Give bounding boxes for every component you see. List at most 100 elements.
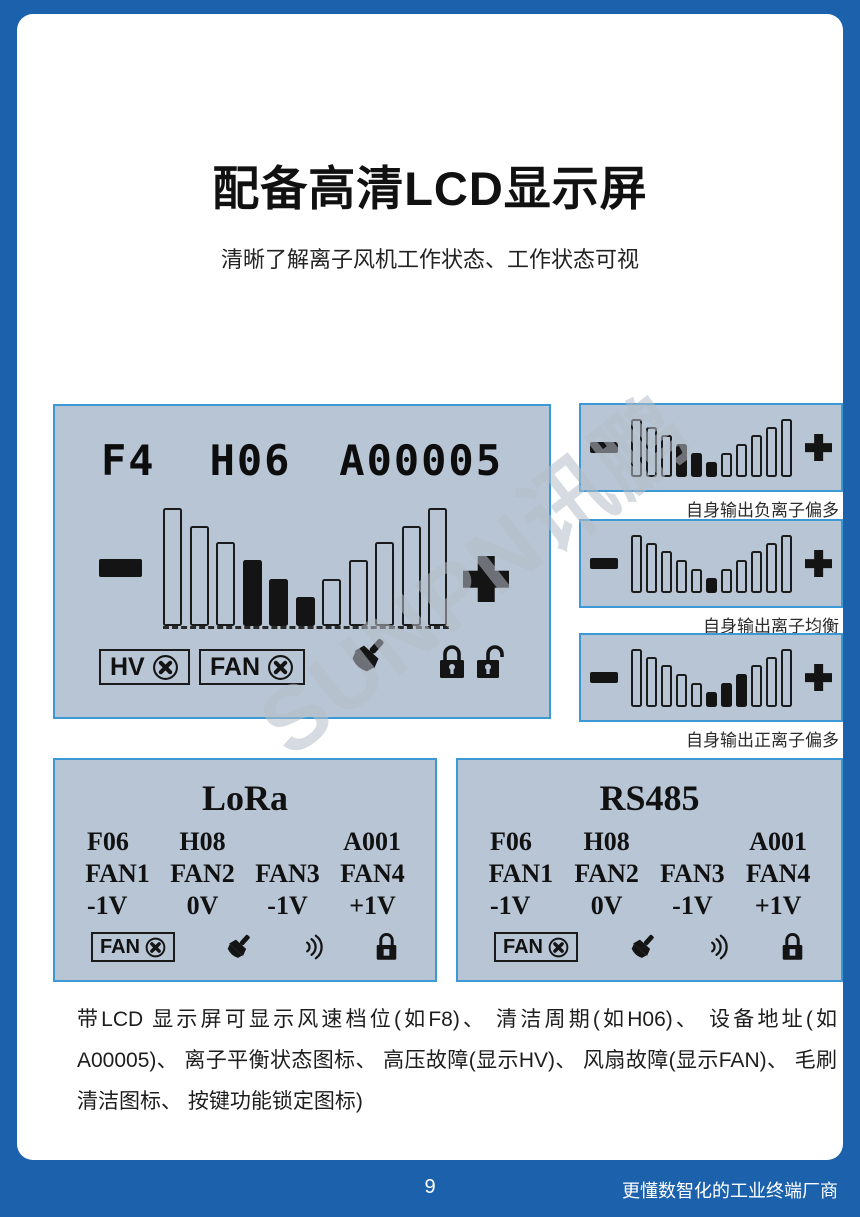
- comm-fans-row: FAN1 FAN2 FAN3 FAN4: [55, 858, 435, 890]
- address-code: A001: [343, 827, 401, 856]
- comm-status-icons: FAN: [55, 930, 435, 964]
- fan-cell: FAN4: [745, 859, 811, 888]
- lcd-bar: [736, 674, 747, 707]
- clean-cycle-value: H06: [209, 436, 292, 485]
- spacer-cell: [245, 826, 330, 858]
- lcd-bar: [348, 559, 368, 626]
- fan-label: FAN: [503, 935, 543, 958]
- lcd-bar: [706, 578, 717, 593]
- main-lcd-screen: F4 H06 A00005 HV FAN: [53, 404, 551, 719]
- clean-cycle-code: H08: [583, 827, 630, 856]
- hv-label: HV: [110, 652, 145, 681]
- volt-cell: -1V: [87, 891, 128, 920]
- ion-balance-bargraph: [631, 534, 792, 593]
- lcd-segment-row: F4 H06 A00005: [55, 440, 549, 482]
- lcd-mini-screen: [579, 633, 843, 722]
- fan-speed-code: F06: [490, 827, 532, 856]
- minus-icon: [590, 672, 618, 683]
- fan-speed-code: F06: [87, 827, 129, 856]
- minus-icon: [590, 442, 618, 453]
- plus-icon: [805, 550, 832, 577]
- volt-cell: +1V: [754, 891, 802, 920]
- brush-icon: [343, 632, 391, 680]
- fan-fault-indicator: FAN: [91, 932, 175, 962]
- signal-icon: [305, 934, 323, 960]
- volt-cell: -1V: [490, 891, 531, 920]
- feature-description: 带LCD 显示屏可显示风速档位(如F8)、 清洁周期(如H06)、 设备地址(如…: [77, 1008, 837, 1113]
- rs485-lcd-panel: RS485 F06 H08 A001 FAN1 FAN2 FAN3 FAN4 -…: [456, 758, 843, 982]
- plus-icon: [805, 664, 832, 691]
- lcd-bar: [676, 560, 687, 593]
- lcd-bar: [721, 683, 732, 707]
- fan-fault-indicator: FAN: [199, 649, 305, 685]
- lock-closed-icon: [440, 645, 464, 678]
- lock-closed-icon: [782, 932, 803, 960]
- comm-mode-title: RS485: [599, 778, 700, 818]
- lcd-bar: [691, 569, 702, 593]
- fan-fault-indicator: FAN: [494, 932, 578, 962]
- status-panel-positive: 自身输出正离子偏多: [579, 633, 843, 751]
- page-number: 9: [424, 1176, 436, 1198]
- key-lock-indicators: [437, 644, 510, 682]
- ion-balance-bargraph: [631, 418, 792, 477]
- status-panel-negative: 自身输出负离子偏多: [579, 403, 843, 521]
- fan-label: FAN: [210, 652, 260, 681]
- page-subtitle: 清晰了解离子风机工作状态、工作状态可视: [220, 247, 639, 272]
- volt-cell: 0V: [590, 891, 623, 920]
- lcd-bar: [661, 435, 672, 477]
- lcd-mini-screen: [579, 519, 843, 608]
- lcd-bar: [736, 444, 747, 477]
- volt-cell: +1V: [349, 891, 396, 920]
- fan-cell: FAN2: [574, 859, 639, 888]
- lcd-bar: [781, 418, 792, 477]
- comm-mode-title: LoRa: [201, 778, 288, 818]
- lcd-bar: [269, 578, 288, 626]
- lora-lcd-panel: LoRa F06 H08 A001 FAN1 FAN2 FAN3 FAN4 -1…: [53, 758, 437, 982]
- plus-icon: [805, 434, 832, 461]
- brush-icon: [632, 934, 655, 958]
- lcd-bar: [646, 657, 657, 707]
- lcd-bar: [242, 559, 262, 626]
- lcd-bar: [631, 648, 642, 707]
- circle-x-icon: [145, 937, 166, 957]
- lcd-bar: [781, 648, 792, 707]
- address-code: A001: [749, 827, 807, 856]
- lcd-bar: [646, 427, 657, 477]
- ion-balance-bargraph: [631, 648, 792, 707]
- fan-speed-value: F4: [101, 436, 156, 485]
- device-address-value: A00005: [339, 436, 503, 485]
- brush-icon: [228, 934, 251, 958]
- page-card: 配备高清LCD显示屏 清晰了解离子风机工作状态、工作状态可视 F4 H06 A0…: [17, 14, 843, 1160]
- lock-open-icon: [477, 645, 504, 678]
- lcd-bar: [676, 674, 687, 707]
- lcd-bar: [736, 560, 747, 593]
- fan-cell: FAN3: [660, 859, 725, 888]
- clean-cycle-code: H08: [179, 827, 226, 856]
- lcd-bar: [163, 508, 182, 626]
- status-caption: 自身输出负离子偏多: [686, 501, 839, 520]
- lcd-bar: [781, 534, 792, 593]
- lcd-bar: [766, 427, 777, 477]
- lcd-bar: [401, 525, 421, 626]
- circle-x-icon: [548, 937, 569, 957]
- footer-slogan: 更懂数智化的工业终端厂商: [622, 1181, 838, 1201]
- minus-icon: [99, 559, 142, 577]
- fan-cell: FAN4: [340, 859, 405, 888]
- lcd-bar: [216, 542, 235, 626]
- circle-x-icon: [268, 654, 293, 680]
- lcd-bar: [428, 508, 447, 626]
- lcd-bar: [661, 665, 672, 707]
- fan-cell: FAN1: [85, 859, 150, 888]
- status-caption: 自身输出正离子偏多: [686, 731, 839, 750]
- lcd-mini-screen: [579, 403, 843, 492]
- status-panel-balanced: 自身输出离子均衡: [579, 519, 843, 637]
- volt-cell: -1V: [267, 891, 308, 920]
- page-title: 配备高清LCD显示屏: [212, 162, 648, 215]
- lcd-bar: [676, 444, 687, 477]
- spacer-cell: [650, 826, 736, 858]
- circle-x-icon: [152, 654, 178, 680]
- lcd-bar: [189, 525, 209, 626]
- lcd-bar: [766, 657, 777, 707]
- lcd-bar: [375, 542, 394, 626]
- fan-label: FAN: [100, 935, 140, 958]
